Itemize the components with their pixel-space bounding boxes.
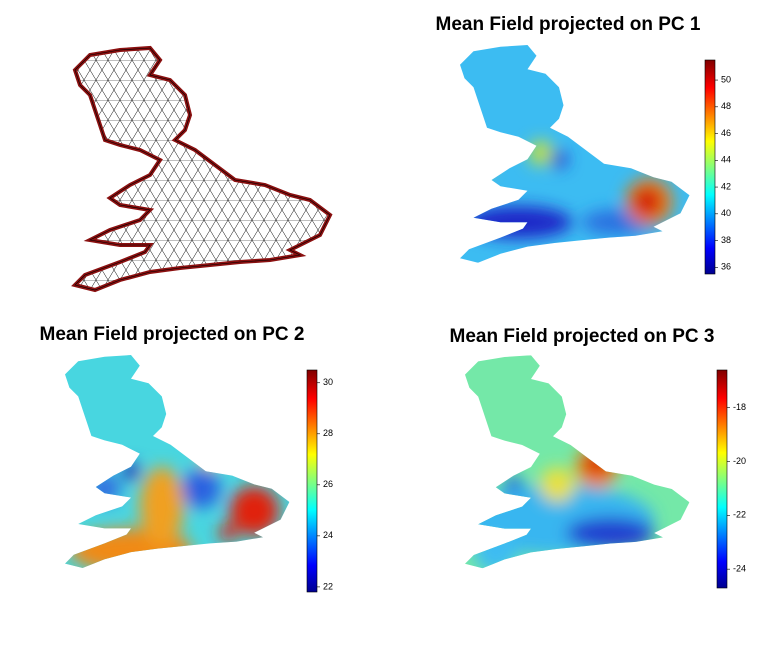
colorbar-tick-label: 24: [323, 530, 333, 540]
colorbar-tick-label: 40: [721, 208, 731, 218]
colorbar-tick-label: 30: [323, 377, 333, 387]
colorbar: [716, 369, 728, 589]
map-title: Mean Field projected on PC 2: [40, 324, 305, 345]
colorbar-tick-label: 38: [721, 235, 731, 245]
colorbar: [306, 369, 318, 593]
colorbar-tick-label: -18: [733, 402, 746, 412]
map-pc2: [64, 355, 290, 568]
colorbar: [704, 59, 716, 275]
colorbar-tick-label: 36: [721, 262, 731, 272]
mesh-map: [73, 46, 332, 292]
colorbar-tick-label: 22: [323, 581, 333, 591]
map-title: Mean Field projected on PC 3: [450, 326, 715, 347]
colorbar-tick-label: -20: [733, 456, 746, 466]
map-pc3: [464, 355, 690, 569]
colorbar-tick-label: 48: [721, 101, 731, 111]
colorbar-tick-label: 42: [721, 181, 731, 191]
map-pc1: [460, 45, 690, 263]
colorbar-tick-label: -24: [733, 564, 746, 574]
colorbar-tick-label: 26: [323, 479, 333, 489]
colorbar-tick-label: -22: [733, 510, 746, 520]
colorbar-tick-label: 28: [323, 428, 333, 438]
map-title: Mean Field projected on PC 1: [436, 14, 701, 35]
colorbar-tick-label: 50: [721, 74, 731, 84]
colorbar-tick-label: 46: [721, 128, 731, 138]
colorbar-tick-label: 44: [721, 155, 731, 165]
